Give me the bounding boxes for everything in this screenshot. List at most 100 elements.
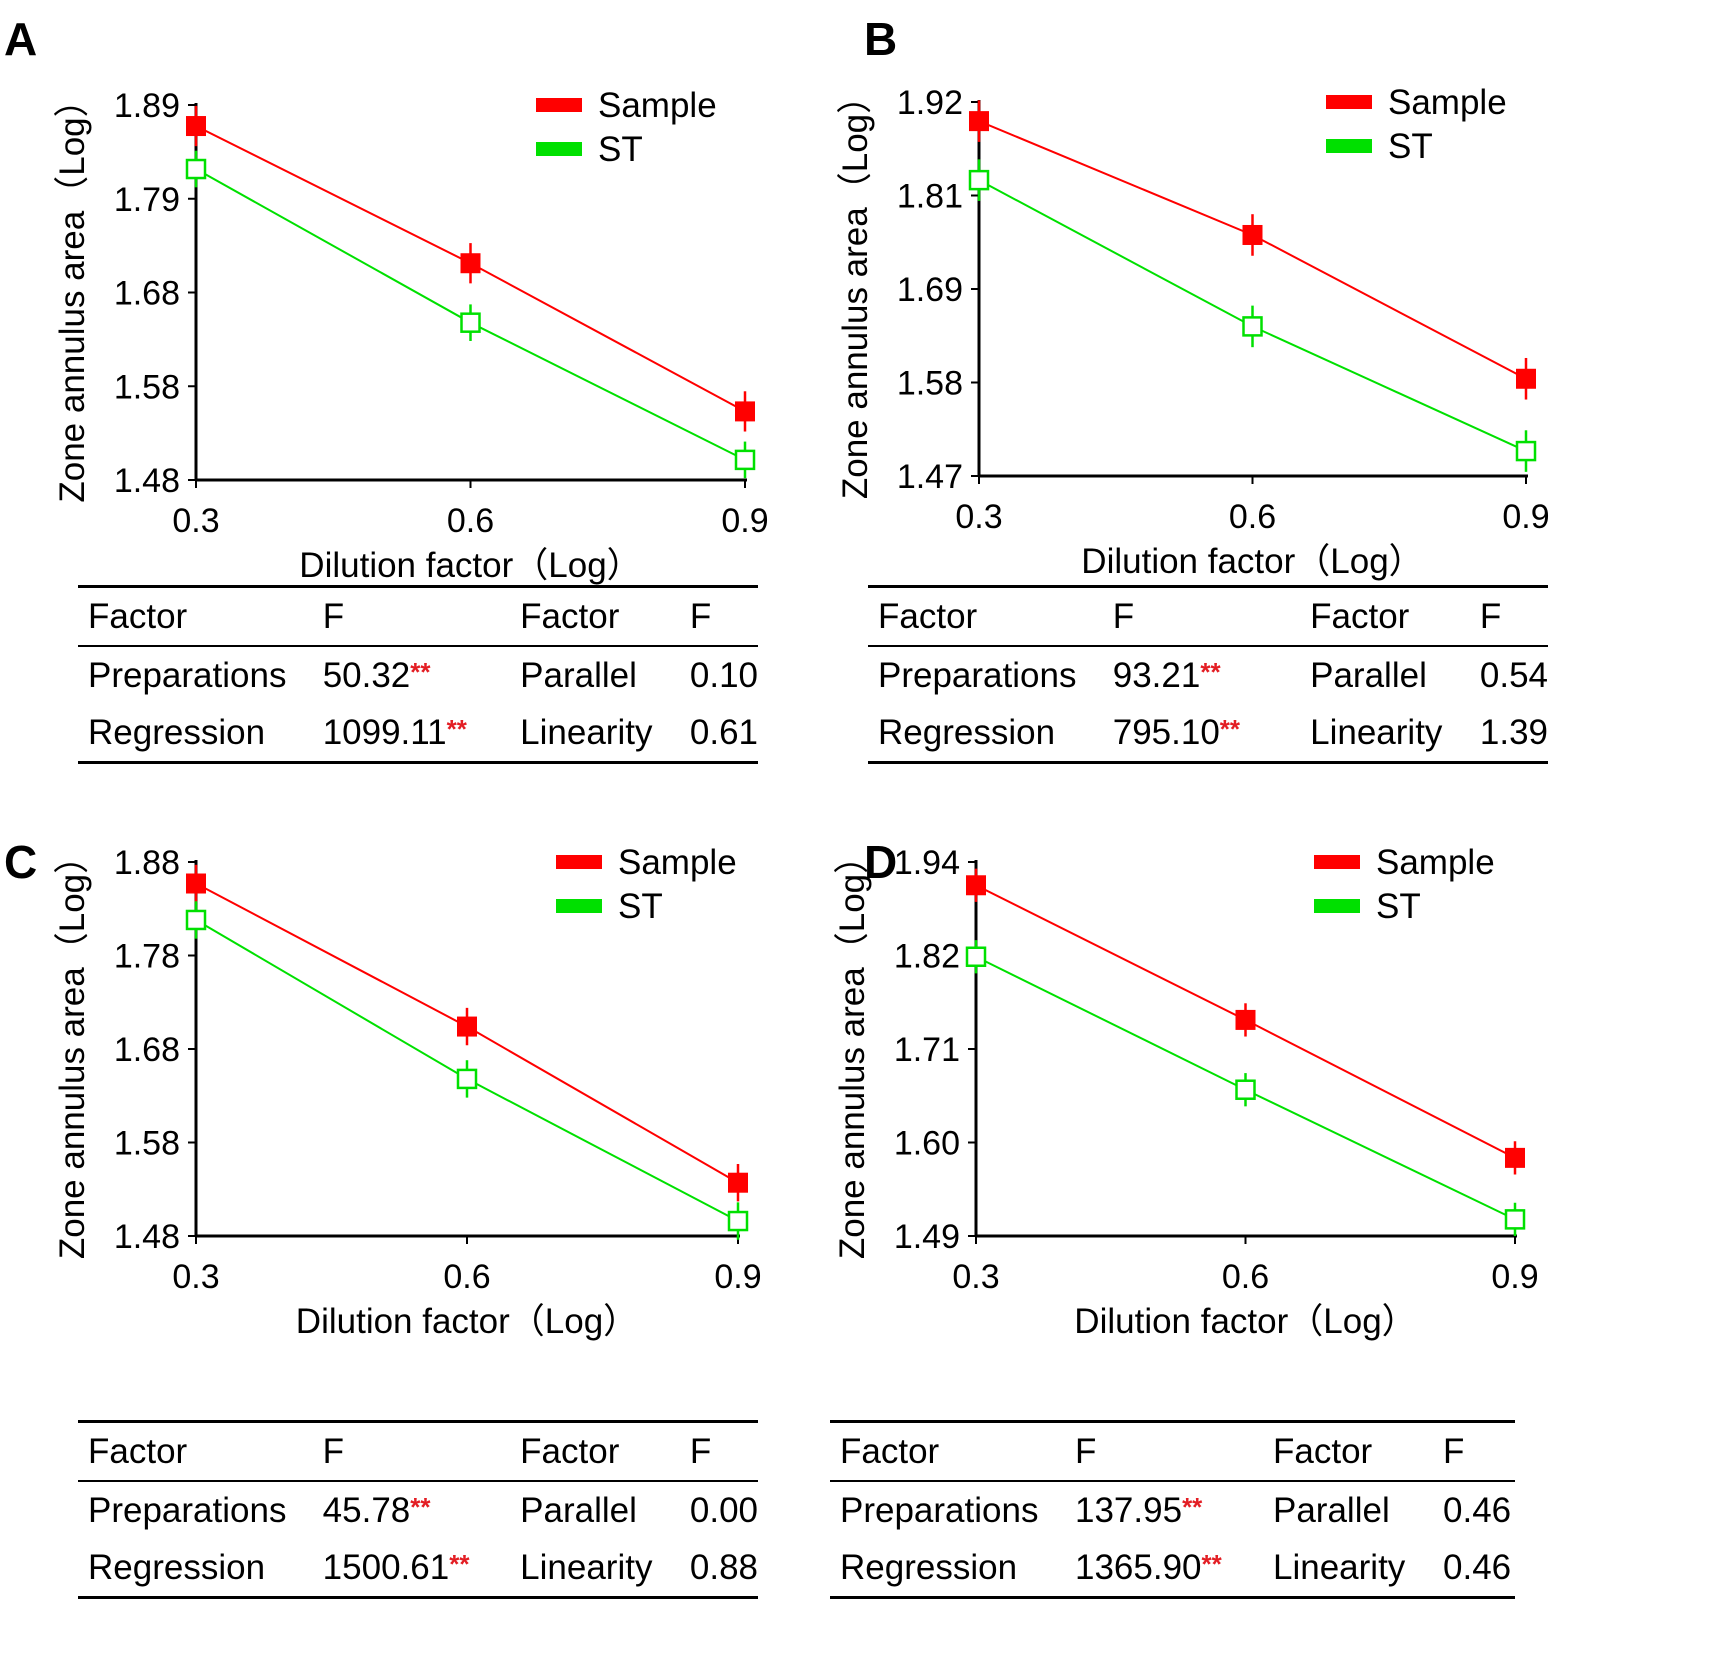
f-value: 795.10** <box>1112 712 1241 752</box>
header-factor: Factor <box>88 1431 188 1471</box>
series-sample <box>186 864 748 1202</box>
data-point <box>1242 224 1263 245</box>
data-point <box>735 401 755 422</box>
f-value: 1500.61** <box>322 1547 470 1587</box>
f-value: 0.54 <box>1479 655 1548 695</box>
series-sample <box>186 105 755 432</box>
y-axis-title: Zone annulus area（Log） <box>53 839 92 1259</box>
f-value: 137.95** <box>1075 1490 1203 1530</box>
f-value: 1099.11** <box>322 712 467 752</box>
y-tick-label: 1.68 <box>114 275 180 313</box>
header-factor: Factor <box>520 1431 620 1471</box>
f-value: 0.46 <box>1443 1547 1512 1587</box>
significance-mark: ** <box>410 656 431 687</box>
stats-header-row: Factor F Factor F <box>868 588 1548 646</box>
stats-row: Preparations 137.95** Parallel 0.46 <box>830 1481 1515 1539</box>
data-point <box>1516 368 1536 389</box>
header-factor: Factor <box>840 1431 940 1471</box>
stats-header-row: Factor F Factor F <box>830 1423 1515 1481</box>
header-f: F <box>1112 596 1135 636</box>
panel-d: D 1.94 1.82 1.71 1.60 1.49 0.3 0.6 0.9 Dilution … <box>830 835 1719 1670</box>
f-value: 0.46 <box>1443 1490 1512 1530</box>
stats-table-d: Factor F Factor F Preparations 137.95** … <box>830 1420 1515 1599</box>
x-tick-label: 0.3 <box>955 498 1002 536</box>
factor-name: Preparations <box>878 655 1077 695</box>
y-tick-label: 1.89 <box>114 87 180 125</box>
y-tick-label: 1.58 <box>897 365 963 403</box>
y-tick-label: 1.60 <box>894 1125 960 1163</box>
data-point <box>186 116 206 137</box>
y-tick-label: 1.78 <box>114 938 180 976</box>
x-tick-label: 0.9 <box>721 502 768 540</box>
f-value: 45.78** <box>322 1490 431 1530</box>
header-factor: Factor <box>520 596 620 636</box>
y-tick-label: 1.48 <box>114 462 180 500</box>
legend-swatch <box>1314 899 1360 913</box>
factor-name: Preparations <box>840 1490 1039 1530</box>
panel-label: C <box>4 836 38 888</box>
legend-label: ST <box>1388 127 1433 166</box>
y-tick-label: 1.79 <box>114 181 180 219</box>
stats-row: Preparations 93.21** Parallel 0.54 <box>868 646 1548 704</box>
header-f: F <box>322 596 345 636</box>
legend-label: ST <box>1376 887 1421 926</box>
y-tick-label: 1.81 <box>897 178 963 216</box>
series-st <box>185 150 756 479</box>
header-factor: Factor <box>1310 596 1410 636</box>
factor-name: Regression <box>88 1547 266 1587</box>
data-point <box>185 158 207 180</box>
y-tick-label: 1.58 <box>114 1125 180 1163</box>
chart-a: 1.89 1.79 1.68 1.58 1.480.3 0.6 0.9 Dilution fa… <box>53 82 769 585</box>
x-tick-label: 0.9 <box>714 1258 761 1296</box>
x-tick-label: 0.6 <box>1229 498 1276 536</box>
legend-swatch <box>1326 139 1372 153</box>
data-point <box>460 253 481 274</box>
chart-c: 1.88 1.78 1.68 1.58 1.480.3 0.6 0.9 Dilution fa… <box>53 839 762 1341</box>
factor-name: Regression <box>840 1547 1018 1587</box>
data-point <box>185 909 207 931</box>
data-point <box>734 449 756 471</box>
legend-label: ST <box>618 887 663 926</box>
factor-name: Linearity <box>1310 712 1443 752</box>
factor-name: Parallel <box>520 655 637 695</box>
legend-label: Sample <box>598 86 717 125</box>
data-point <box>969 111 989 132</box>
y-tick-label: 1.94 <box>894 844 960 882</box>
x-tick-label: 0.6 <box>443 1258 490 1296</box>
series-sample <box>969 100 1536 400</box>
factor-name: Parallel <box>1310 655 1427 695</box>
header-factor: Factor <box>1273 1431 1373 1471</box>
y-tick-label: 1.49 <box>894 1218 960 1256</box>
data-point <box>1242 316 1263 337</box>
legend-label: Sample <box>1388 83 1507 122</box>
chart-b: 1.92 1.81 1.69 1.58 1.470.3 0.6 0.9 Dilution fa… <box>836 79 1550 581</box>
header-factor: Factor <box>88 596 188 636</box>
y-tick-label: 1.82 <box>894 938 960 976</box>
y-axis-title: Zone annulus area（Log） <box>833 839 872 1259</box>
significance-mark: ** <box>1201 1548 1222 1579</box>
panel-b: B 1.92 1.81 1.69 1.58 1.47 0.3 0.6 0.9 Dilution … <box>836 0 1719 835</box>
stats-header-row: Factor F Factor F <box>78 1423 758 1481</box>
factor-name: Linearity <box>520 1547 653 1587</box>
x-tick-label: 0.3 <box>172 1258 219 1296</box>
panel-label: D <box>864 836 898 888</box>
legend-swatch <box>556 899 602 913</box>
legend-swatch <box>536 98 582 112</box>
panel-c: C 1.88 1.78 1.68 1.58 1.48 0.3 0.6 0.9 Dilution … <box>0 835 860 1670</box>
header-f: F <box>1443 1431 1465 1471</box>
legend-label: Sample <box>618 843 737 882</box>
y-axis-title: Zone annulus area（Log） <box>53 82 92 502</box>
x-tick-label: 0.9 <box>1502 498 1549 536</box>
stats-row: Regression 1099.11** Linearity 0.61 <box>78 704 758 761</box>
data-point <box>968 169 990 191</box>
series-sample <box>966 868 1525 1175</box>
y-tick-label: 1.68 <box>114 1031 180 1069</box>
legend-swatch <box>536 142 582 156</box>
data-point <box>1235 1079 1256 1100</box>
y-tick-label: 1.88 <box>114 844 180 882</box>
factor-name: Regression <box>878 712 1056 752</box>
stats-table-a: Factor F Factor F Preparations 50.32** P… <box>78 585 758 764</box>
significance-mark: ** <box>449 1548 470 1579</box>
x-axis-title: Dilution factor（Log） <box>1074 1302 1416 1341</box>
x-tick-label: 0.6 <box>447 502 494 540</box>
